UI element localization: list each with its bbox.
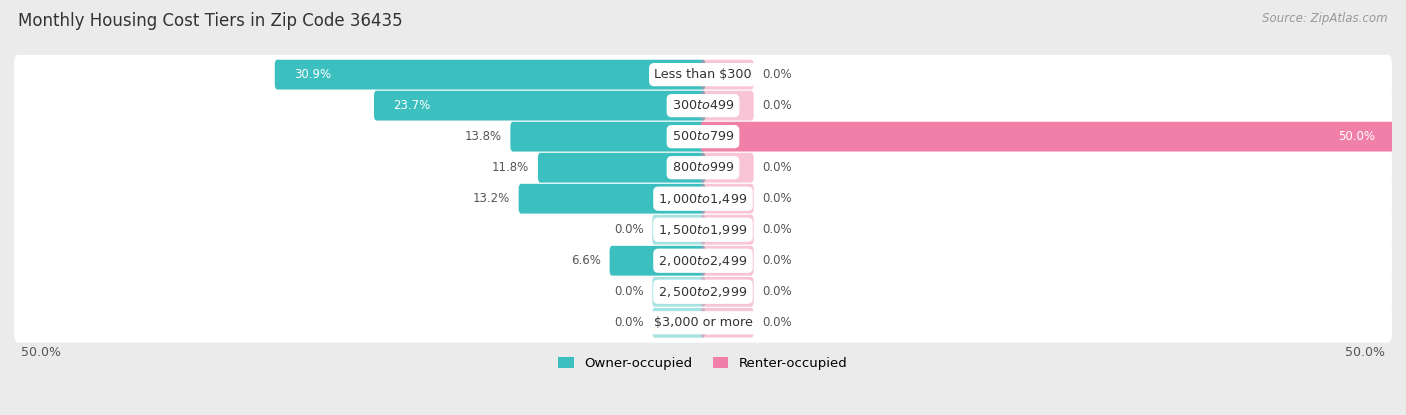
FancyBboxPatch shape [14, 272, 1392, 312]
Text: 6.6%: 6.6% [571, 254, 600, 267]
Text: 0.0%: 0.0% [762, 99, 792, 112]
Text: $2,000 to $2,499: $2,000 to $2,499 [658, 254, 748, 268]
Text: $2,500 to $2,999: $2,500 to $2,999 [658, 285, 748, 299]
FancyBboxPatch shape [374, 91, 706, 120]
Text: $800 to $999: $800 to $999 [672, 161, 734, 174]
FancyBboxPatch shape [652, 277, 706, 307]
FancyBboxPatch shape [700, 277, 754, 307]
Text: $3,000 or more: $3,000 or more [654, 316, 752, 329]
FancyBboxPatch shape [14, 303, 1392, 343]
FancyBboxPatch shape [652, 308, 706, 338]
Text: 0.0%: 0.0% [762, 192, 792, 205]
Text: 13.2%: 13.2% [472, 192, 510, 205]
Text: Monthly Housing Cost Tiers in Zip Code 36435: Monthly Housing Cost Tiers in Zip Code 3… [18, 12, 404, 30]
FancyBboxPatch shape [700, 246, 754, 276]
Legend: Owner-occupied, Renter-occupied: Owner-occupied, Renter-occupied [553, 351, 853, 375]
Text: $300 to $499: $300 to $499 [672, 99, 734, 112]
Text: 50.0%: 50.0% [21, 346, 60, 359]
FancyBboxPatch shape [700, 215, 754, 244]
Text: 11.8%: 11.8% [492, 161, 530, 174]
FancyBboxPatch shape [14, 241, 1392, 281]
Text: 0.0%: 0.0% [614, 285, 644, 298]
Text: 0.0%: 0.0% [762, 285, 792, 298]
Text: 0.0%: 0.0% [614, 316, 644, 329]
FancyBboxPatch shape [14, 55, 1392, 95]
FancyBboxPatch shape [14, 179, 1392, 219]
FancyBboxPatch shape [14, 117, 1392, 156]
Text: 50.0%: 50.0% [1339, 130, 1375, 143]
FancyBboxPatch shape [14, 86, 1392, 125]
FancyBboxPatch shape [700, 122, 1395, 151]
Text: 0.0%: 0.0% [762, 68, 792, 81]
Text: 0.0%: 0.0% [762, 316, 792, 329]
Text: 50.0%: 50.0% [1346, 346, 1385, 359]
Text: 30.9%: 30.9% [294, 68, 330, 81]
Text: 0.0%: 0.0% [614, 223, 644, 236]
FancyBboxPatch shape [610, 246, 706, 276]
Text: $1,500 to $1,999: $1,500 to $1,999 [658, 223, 748, 237]
FancyBboxPatch shape [14, 210, 1392, 249]
Text: 13.8%: 13.8% [465, 130, 502, 143]
Text: $500 to $799: $500 to $799 [672, 130, 734, 143]
FancyBboxPatch shape [700, 91, 754, 120]
Text: 0.0%: 0.0% [762, 254, 792, 267]
FancyBboxPatch shape [700, 60, 754, 90]
FancyBboxPatch shape [510, 122, 706, 151]
Text: 23.7%: 23.7% [392, 99, 430, 112]
FancyBboxPatch shape [700, 184, 754, 214]
FancyBboxPatch shape [700, 153, 754, 183]
FancyBboxPatch shape [652, 215, 706, 244]
Text: 0.0%: 0.0% [762, 223, 792, 236]
Text: Source: ZipAtlas.com: Source: ZipAtlas.com [1263, 12, 1388, 25]
Text: $1,000 to $1,499: $1,000 to $1,499 [658, 192, 748, 206]
FancyBboxPatch shape [700, 308, 754, 338]
FancyBboxPatch shape [274, 60, 706, 90]
FancyBboxPatch shape [519, 184, 706, 214]
Text: 0.0%: 0.0% [762, 161, 792, 174]
FancyBboxPatch shape [14, 148, 1392, 188]
FancyBboxPatch shape [538, 153, 706, 183]
Text: Less than $300: Less than $300 [654, 68, 752, 81]
